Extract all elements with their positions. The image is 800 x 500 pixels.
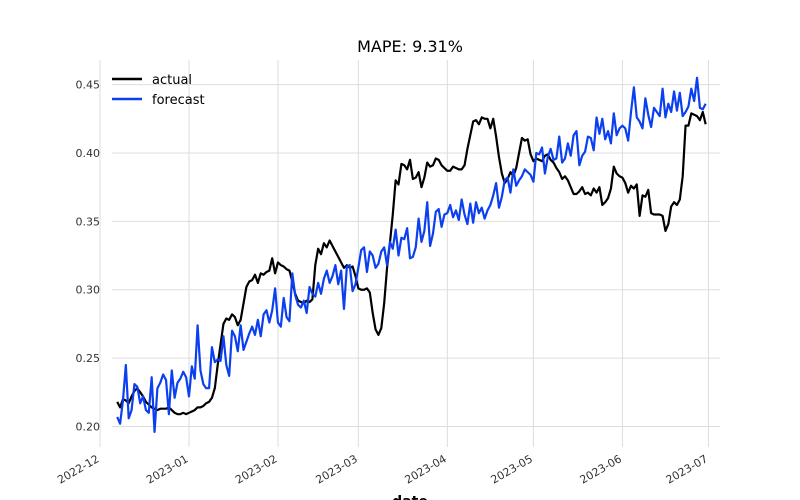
y-tick-label: 0.45 (76, 79, 101, 92)
series-line-actual (116, 110, 707, 416)
x-tick-label: 2023-07 (664, 452, 710, 486)
grid-lines (99, 60, 720, 447)
series-actual (116, 110, 707, 416)
y-tick-label: 0.35 (76, 215, 101, 228)
legend-label-forecast: forecast (152, 93, 205, 108)
y-tick-label: 0.20 (76, 420, 101, 433)
x-tick-label: 2023-05 (489, 452, 535, 486)
series-line-forecast (116, 76, 707, 434)
series-forecast (116, 76, 707, 434)
legend-label-actual: actual (152, 73, 192, 88)
x-tick-label: 2023-04 (403, 452, 449, 486)
series-lines (116, 76, 707, 434)
x-tick-label: 2023-06 (578, 452, 624, 486)
x-tick-label: 2023-01 (144, 452, 190, 486)
y-tick-label: 0.25 (76, 352, 101, 365)
x-tick-label: 2023-02 (233, 452, 279, 486)
chart-title: MAPE: 9.31% (357, 37, 463, 56)
legend: actual forecast (112, 73, 205, 108)
x-tick-label: 2022-12 (55, 452, 101, 486)
x-axis-ticks: 2022-12 2023-01 2023-02 2023-03 2023-04 2023-… (55, 452, 710, 486)
y-tick-label: 0.30 (76, 284, 101, 297)
y-tick-label: 0.40 (76, 147, 101, 160)
x-tick-label: 2023-03 (314, 452, 360, 486)
y-axis-ticks: 0.20 0.25 0.30 0.35 0.40 0.45 (76, 79, 101, 434)
x-axis-label: date (392, 494, 428, 500)
